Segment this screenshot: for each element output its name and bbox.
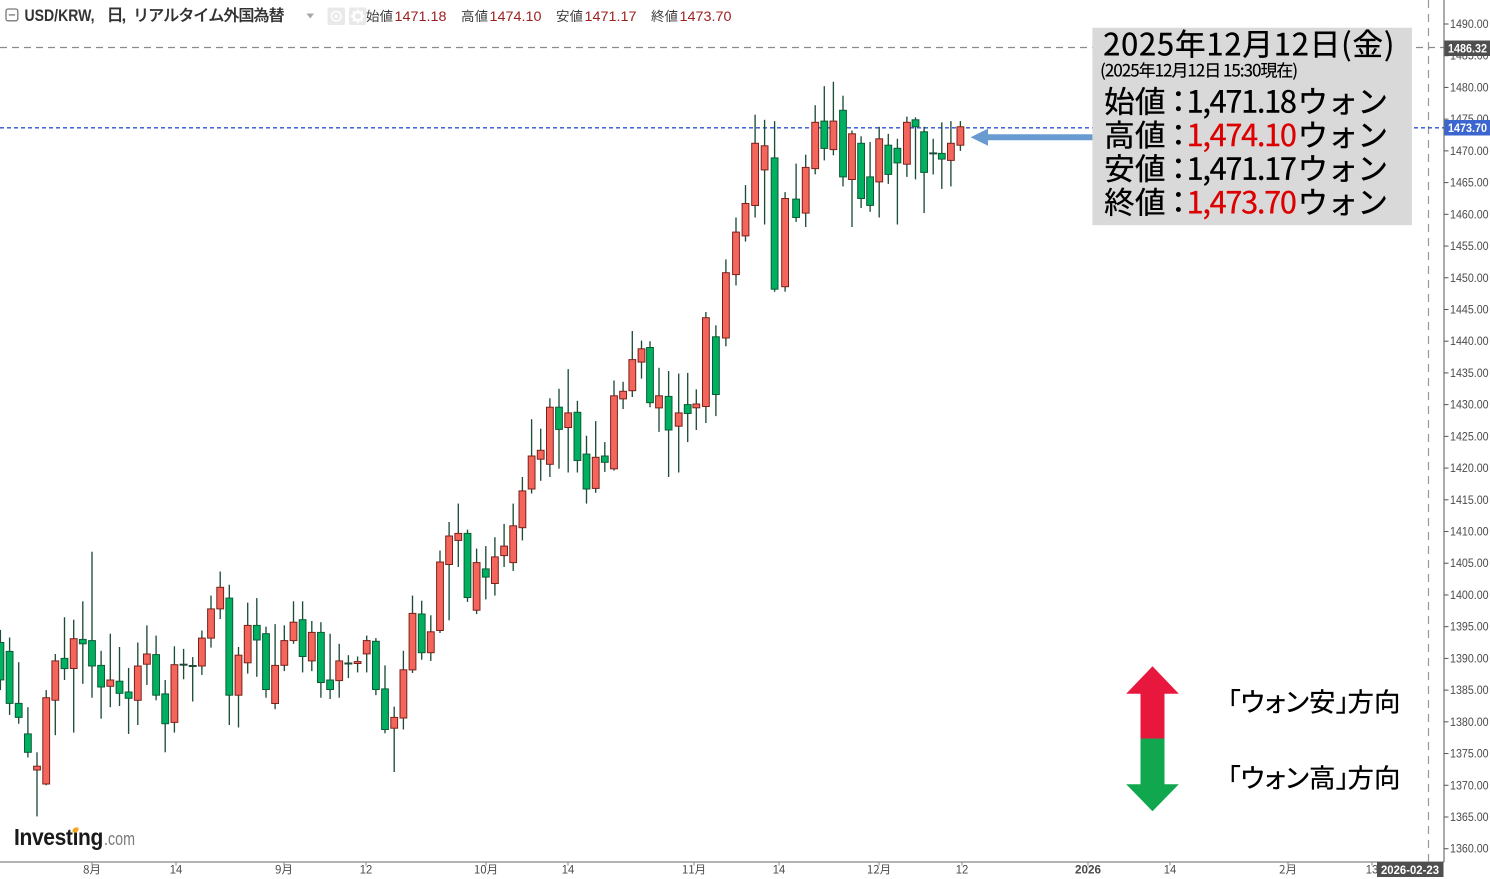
svg-text:1430.00: 1430.00 — [1450, 400, 1489, 412]
svg-text:1415.00: 1415.00 — [1450, 495, 1489, 507]
svg-text:1420.00: 1420.00 — [1450, 463, 1489, 475]
svg-text:1395.00: 1395.00 — [1450, 622, 1489, 634]
svg-text:1474.10: 1474.10 — [490, 9, 542, 24]
svg-text:Investıng: Investıng — [14, 824, 103, 850]
svg-text:1380.00: 1380.00 — [1450, 717, 1489, 729]
svg-text:1440.00: 1440.00 — [1450, 336, 1489, 348]
svg-text:1490.00: 1490.00 — [1450, 19, 1489, 31]
svg-text:1365.00: 1365.00 — [1450, 812, 1489, 824]
svg-text:.com: .com — [104, 828, 135, 849]
svg-text:1435.00: 1435.00 — [1450, 368, 1489, 380]
svg-text:1400.00: 1400.00 — [1450, 590, 1489, 602]
svg-text:1370.00: 1370.00 — [1450, 780, 1489, 792]
svg-text:1385.00: 1385.00 — [1450, 685, 1489, 697]
svg-text:1465.00: 1465.00 — [1450, 178, 1489, 190]
svg-text:,: , — [122, 6, 127, 25]
svg-text:1445.00: 1445.00 — [1450, 304, 1489, 316]
svg-text:1360.00: 1360.00 — [1450, 844, 1489, 856]
svg-text:2026-02-23: 2026-02-23 — [1381, 865, 1439, 877]
svg-text:1486.32: 1486.32 — [1448, 42, 1487, 56]
svg-text:14: 14 — [562, 865, 575, 877]
svg-text:13: 13 — [1366, 865, 1379, 877]
svg-text:1473.70: 1473.70 — [1448, 121, 1487, 135]
svg-text:2026: 2026 — [1075, 865, 1101, 877]
svg-text:1473.70: 1473.70 — [680, 9, 732, 24]
svg-text:1455.00: 1455.00 — [1450, 241, 1489, 253]
svg-text:12: 12 — [956, 865, 969, 877]
svg-text:1375.00: 1375.00 — [1450, 749, 1489, 761]
svg-text:1470.00: 1470.00 — [1450, 146, 1489, 158]
svg-text:1471.18: 1471.18 — [395, 9, 447, 24]
svg-text:12: 12 — [360, 865, 373, 877]
svg-text:1405.00: 1405.00 — [1450, 558, 1489, 570]
svg-text:14: 14 — [170, 865, 183, 877]
svg-text:1425.00: 1425.00 — [1450, 431, 1489, 443]
svg-text:1471.17: 1471.17 — [585, 9, 637, 24]
svg-text:1460.00: 1460.00 — [1450, 209, 1489, 221]
svg-text:1410.00: 1410.00 — [1450, 527, 1489, 539]
svg-text:14: 14 — [773, 865, 786, 877]
svg-text:USD/KRW,: USD/KRW, — [25, 6, 95, 25]
svg-text:1450.00: 1450.00 — [1450, 273, 1489, 285]
svg-text:1480.00: 1480.00 — [1450, 82, 1489, 94]
svg-text:1390.00: 1390.00 — [1450, 653, 1489, 665]
svg-text:14: 14 — [1164, 865, 1177, 877]
